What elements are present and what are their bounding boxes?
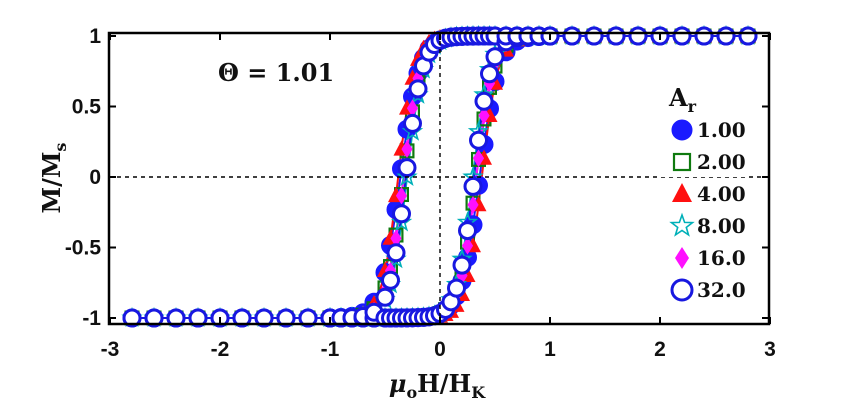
theta-annotation: Θ = 1.01 (218, 58, 334, 87)
data-point (390, 229, 402, 248)
legend-marker (669, 212, 695, 237)
data-point (232, 308, 252, 328)
data-point (474, 91, 494, 111)
data-point (458, 221, 477, 241)
data-point (298, 308, 318, 328)
y-tick-label: 1 (89, 25, 101, 48)
legend-label: 2.00 (697, 150, 746, 174)
x-tick-label: 2 (654, 338, 666, 361)
data-point (480, 64, 499, 84)
legend: Ar 1.00 2.00 4.00 8.00 16.0 32.0 (658, 83, 748, 305)
x-tick-label: -3 (101, 338, 120, 361)
x-axis-label: μoH/HK (389, 369, 486, 401)
legend-title: Ar (668, 83, 697, 116)
y-tick-label: -1 (82, 307, 101, 330)
legend-item: 2.00 (658, 147, 748, 177)
legend-label: 16.0 (697, 246, 746, 270)
data-point (395, 186, 408, 205)
data-point (628, 26, 648, 46)
data-point (401, 140, 413, 158)
x-axis-ticks: -3 -2 -1 0 1 2 3 (101, 33, 776, 361)
y-axis-ticks: -1 -0.5 0 0.5 1 (65, 25, 769, 330)
data-point (386, 243, 406, 263)
legend-item: 1.00 (658, 115, 748, 145)
y-tick-label: 0.5 (72, 96, 102, 119)
y-tick-label: 0 (89, 166, 101, 189)
data-point (397, 158, 417, 178)
data-point (716, 26, 736, 46)
data-point (188, 308, 208, 328)
data-point (478, 106, 490, 125)
data-point (408, 79, 428, 99)
data-point (122, 308, 142, 328)
y-tick-label: -0.5 (65, 237, 102, 260)
legend-item: 32.0 (658, 275, 748, 305)
y-axis-label: M/Ms (37, 143, 70, 214)
legend-label: 4.00 (697, 182, 746, 206)
legend-marker (671, 119, 693, 141)
data-point (392, 204, 411, 224)
data-point (672, 26, 692, 46)
legend-marker (672, 183, 692, 202)
data-point (463, 176, 483, 196)
data-point (606, 26, 626, 46)
data-point (144, 308, 164, 328)
legend-item: 16.0 (658, 243, 748, 273)
data-point (584, 26, 604, 46)
data-point (254, 308, 274, 328)
data-point (562, 26, 582, 46)
data-point (452, 255, 472, 275)
data-point (447, 278, 466, 298)
legend-marker (672, 152, 692, 172)
legend-label: 8.00 (697, 214, 746, 238)
legend-marker (670, 278, 694, 302)
data-point (485, 47, 505, 67)
x-tick-label: 0 (434, 338, 446, 361)
data-point (381, 270, 400, 290)
data-point (694, 26, 714, 46)
legend-marker (675, 247, 689, 269)
data-point (166, 308, 186, 328)
data-point (276, 308, 296, 328)
data-point (406, 99, 419, 118)
legend-item: 8.00 (658, 211, 748, 241)
legend-label: 32.0 (697, 278, 746, 302)
x-tick-label: -1 (321, 338, 340, 361)
data-point (461, 236, 474, 255)
data-point (375, 287, 395, 307)
x-tick-label: 1 (544, 338, 556, 361)
data-point (467, 196, 479, 214)
data-point (738, 26, 758, 46)
data-point (469, 130, 488, 150)
legend-item: 4.00 (658, 179, 748, 209)
x-tick-label: -2 (211, 338, 230, 361)
x-tick-label: 3 (764, 338, 776, 361)
data-point (403, 113, 422, 133)
legend-label: 1.00 (697, 118, 746, 142)
data-point (472, 149, 485, 168)
